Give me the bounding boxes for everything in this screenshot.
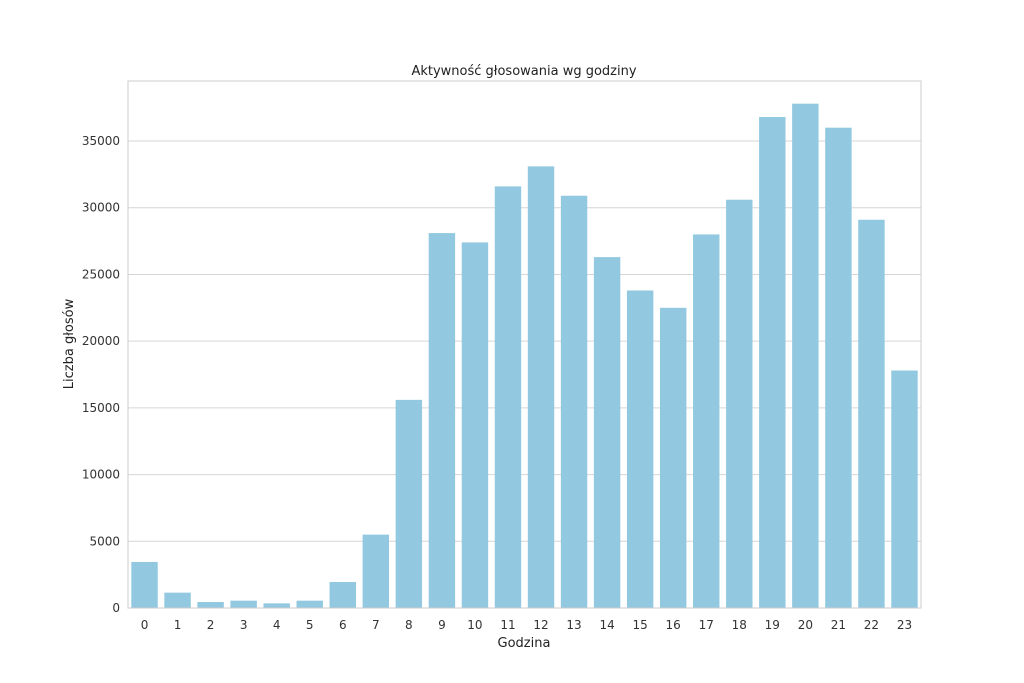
grid-lines: [128, 140, 921, 542]
bar-hour-9: [428, 233, 456, 609]
x-tick-label: 9: [438, 618, 446, 632]
bar-hour-10: [461, 242, 489, 609]
x-tick-labels: 0 1 2 3 4 5 6 7 8 9 10 11 12 13 14 15 16 17 18 19 20 21 22 23: [141, 618, 912, 632]
y-tick-label: 5000: [89, 534, 120, 548]
x-tick-label: 2: [207, 618, 215, 632]
y-tick-label: 25000: [82, 267, 120, 281]
y-tick-label: 30000: [82, 201, 120, 215]
x-tick-label: 10: [467, 618, 482, 632]
bar-hour-13: [560, 195, 588, 608]
y-tick-label: 10000: [82, 468, 120, 482]
x-tick-label: 0: [141, 618, 149, 632]
y-axis-label: Liczba głosów: [62, 298, 77, 389]
bar-hour-15: [626, 290, 654, 608]
x-tick-label: 8: [405, 618, 413, 632]
x-axis-label: Godzina: [498, 636, 551, 651]
x-tick-label: 17: [699, 618, 714, 632]
x-tick-label: 5: [306, 618, 314, 632]
bar-hour-1: [164, 592, 191, 608]
x-tick-label: 19: [765, 618, 780, 632]
bar-hour-2: [197, 601, 224, 608]
x-tick-label: 13: [566, 618, 581, 632]
bar-hour-22: [858, 219, 885, 608]
bar-hour-14: [593, 257, 621, 608]
bar-hour-8: [395, 399, 423, 608]
x-tick-label: 12: [533, 618, 548, 632]
bar-hour-7: [362, 534, 390, 608]
x-tick-label: 22: [864, 618, 879, 632]
y-tick-label: 20000: [82, 334, 120, 348]
bar-hour-4: [263, 603, 290, 608]
x-tick-label: 14: [599, 618, 614, 632]
x-tick-label: 7: [372, 618, 380, 632]
x-tick-label: 15: [633, 618, 648, 632]
x-tick-label: 21: [831, 618, 846, 632]
bar-hour-16: [659, 307, 687, 608]
y-tick-label: 0: [112, 601, 120, 615]
x-tick-label: 23: [897, 618, 912, 632]
bar-hour-11: [494, 186, 522, 608]
x-tick-label: 16: [666, 618, 681, 632]
x-tick-label: 18: [732, 618, 747, 632]
bar-hour-3: [230, 600, 257, 608]
y-tick-label: 15000: [82, 401, 120, 415]
x-tick-label: 1: [174, 618, 182, 632]
bar-hour-18: [726, 199, 753, 609]
plot-frame: [127, 80, 922, 609]
x-tick-label: 20: [798, 618, 813, 632]
bar-hour-6: [329, 581, 356, 608]
x-tick-label: 11: [500, 618, 515, 632]
y-tick-label: 35000: [82, 134, 120, 148]
bars: [131, 103, 918, 609]
bar-hour-0: [131, 561, 158, 608]
x-tick-label: 6: [339, 618, 347, 632]
x-tick-label: 4: [273, 618, 281, 632]
bar-hour-19: [759, 117, 786, 609]
bar-hour-12: [527, 166, 555, 609]
x-tick-label: 3: [240, 618, 248, 632]
y-tick-labels: 0 5000 10000 15000 20000 25000 30000 35000: [82, 134, 120, 615]
bar-hour-5: [296, 600, 323, 608]
bar-hour-21: [825, 127, 852, 609]
bar-hour-17: [693, 234, 720, 609]
bar-hour-23: [891, 370, 918, 608]
bar-hour-20: [792, 103, 819, 608]
chart-title: Aktywność głosowania wg godziny: [411, 64, 636, 79]
